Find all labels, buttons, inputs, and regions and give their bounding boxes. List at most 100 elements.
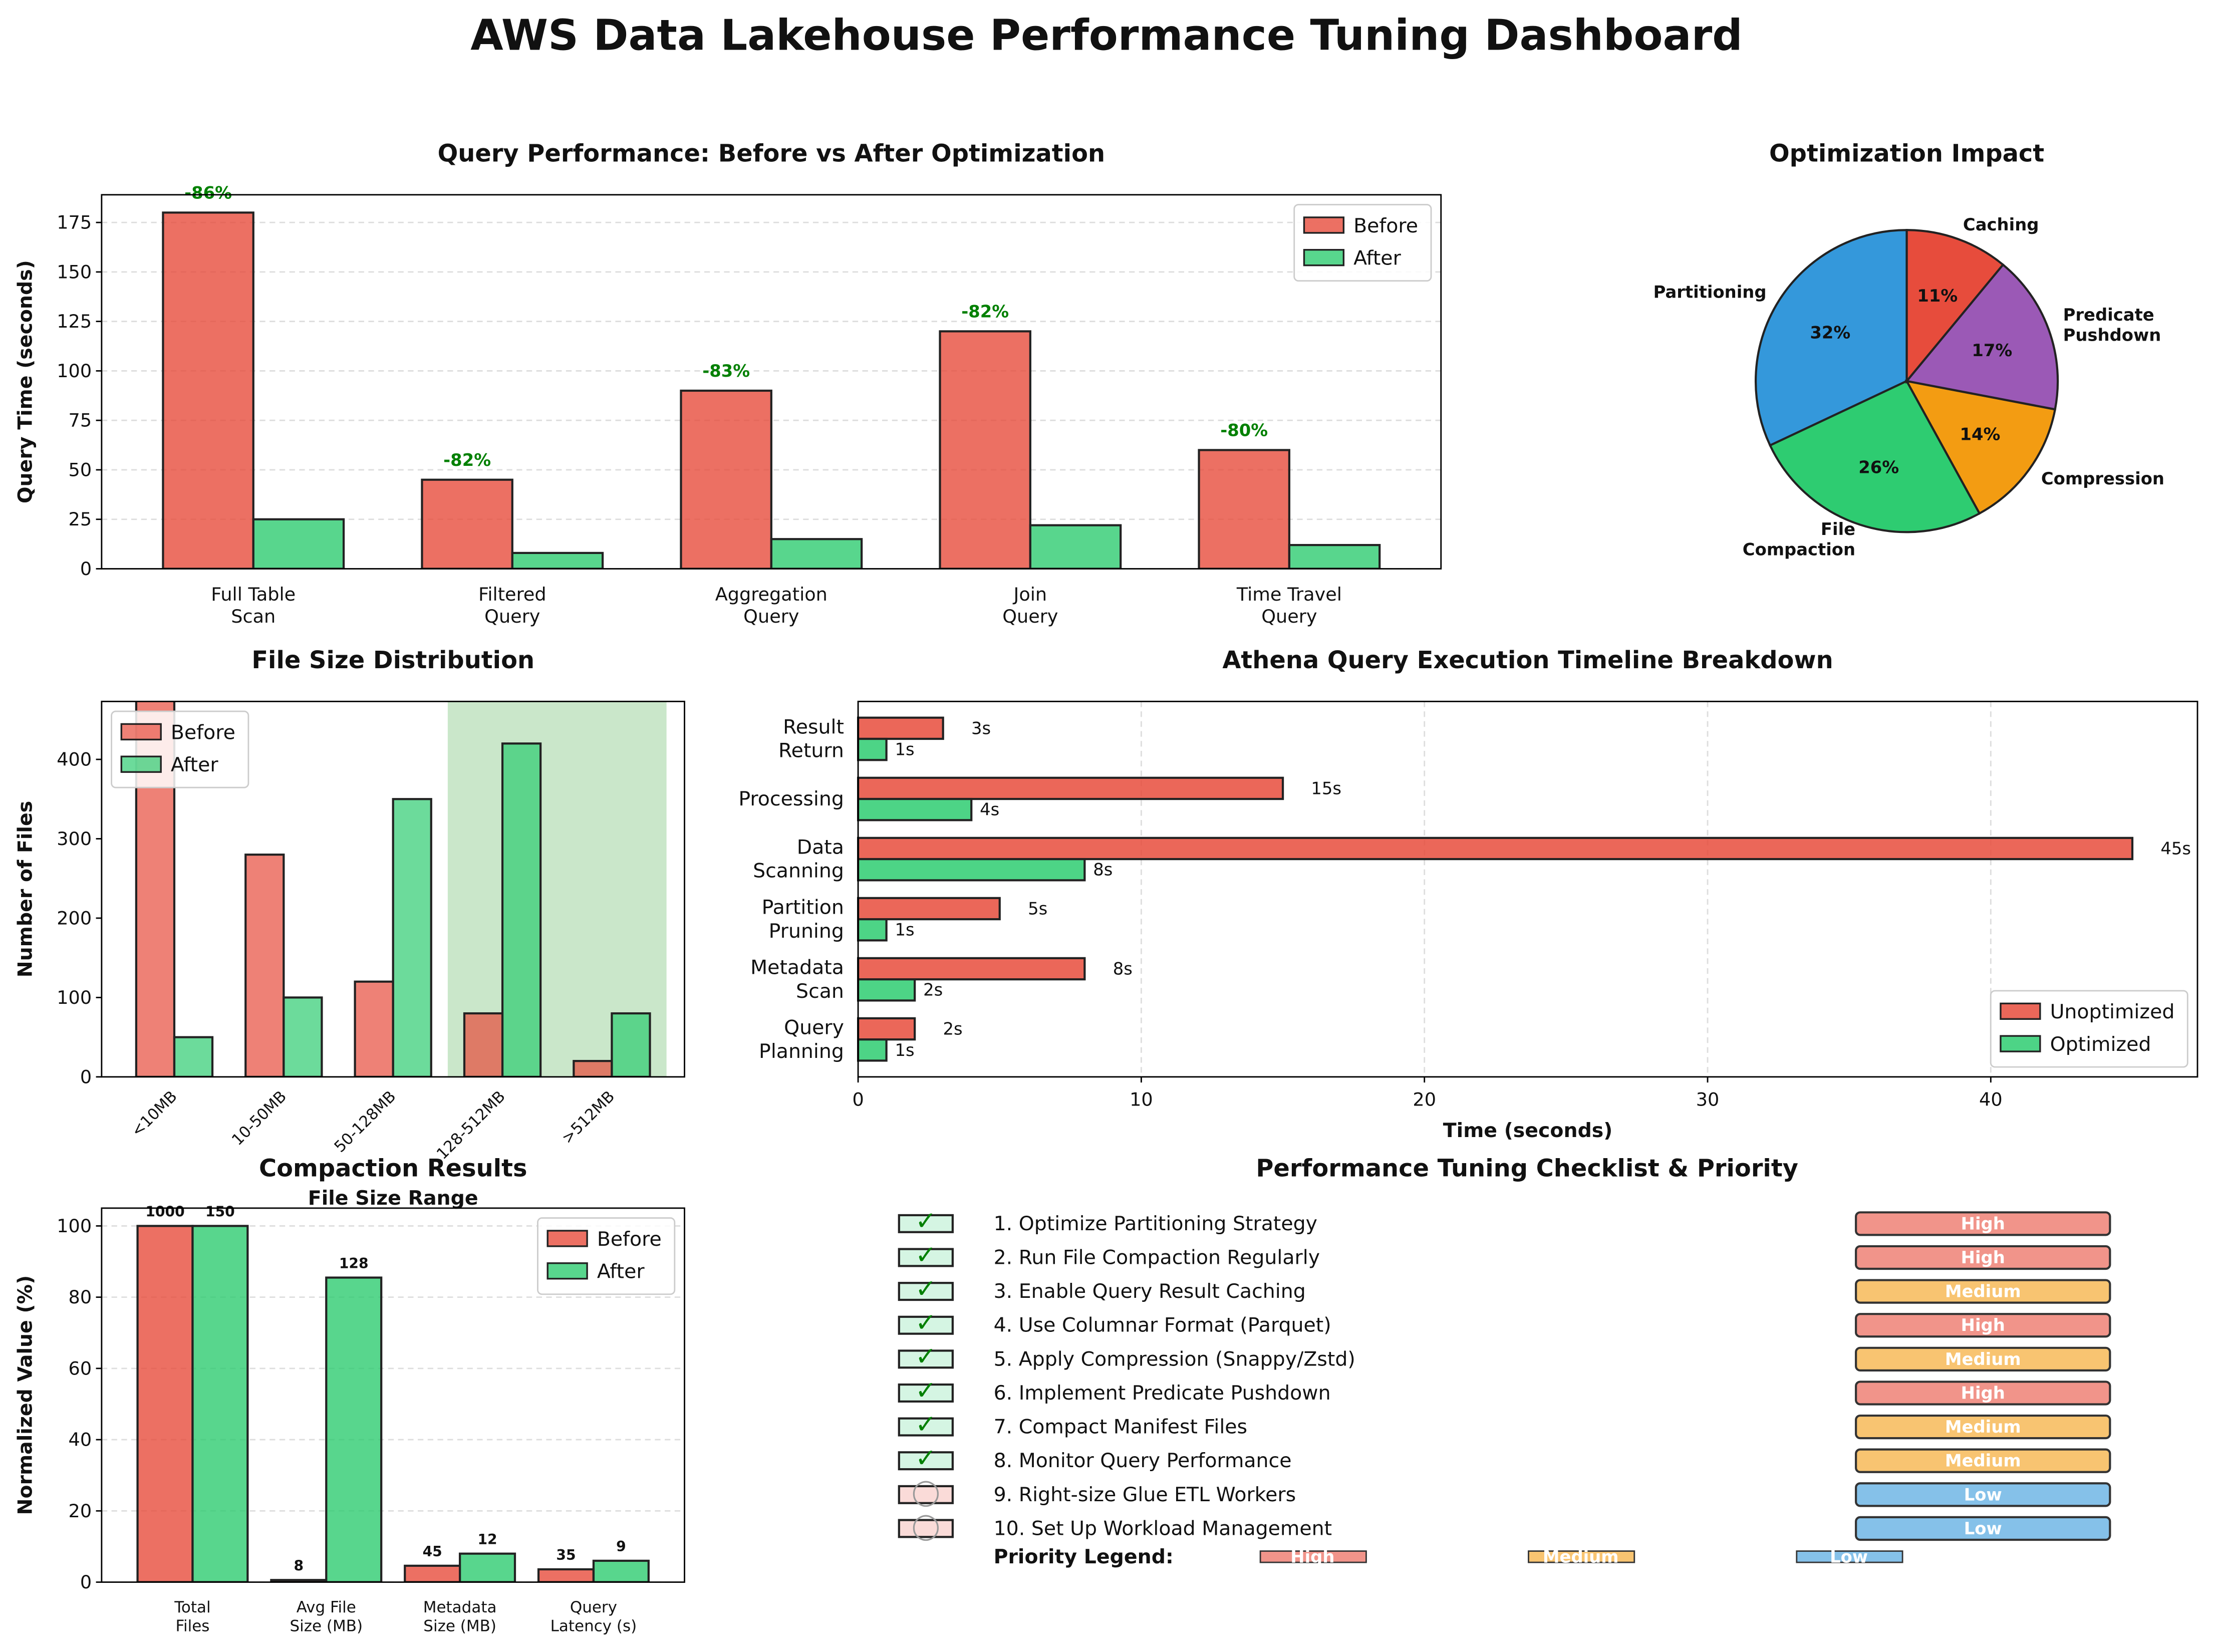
priority-label: High: [1961, 1214, 2005, 1233]
priority-badge: [1855, 1313, 2111, 1338]
legend-swatch: [1303, 249, 1345, 266]
check-mark: ◯: [912, 1511, 940, 1541]
slice-value: 32%: [1810, 323, 1850, 342]
x-tick-label: Join Query: [1002, 584, 1058, 627]
value-label: 3s: [971, 718, 991, 738]
bar-annotation: 150: [205, 1204, 235, 1220]
priority-badge: [1855, 1279, 2111, 1304]
bar-annotation: 12: [477, 1531, 497, 1548]
checklist-item: 5. Apply Compression (Snappy/Zstd): [994, 1347, 1355, 1370]
bar-annotation: 1000: [145, 1204, 184, 1220]
legend-label: Before: [597, 1228, 662, 1251]
bar: [857, 1038, 888, 1062]
legend-label: After: [597, 1260, 645, 1283]
priority-label: High: [1961, 1248, 2005, 1267]
value-label: 2s: [943, 1019, 963, 1039]
legend-label: Before: [1353, 214, 1418, 237]
legend-label: Before: [171, 721, 235, 744]
priority-badge: [1855, 1211, 2111, 1236]
dashboard-title: AWS Data Lakehouse Performance Tuning Da…: [470, 11, 1743, 60]
x-tick-label: 20: [1413, 1088, 1436, 1110]
bar-annotation: 35: [556, 1547, 576, 1563]
checklist-item: 2. Run File Compaction Regularly: [994, 1246, 1320, 1269]
bar: [1198, 449, 1290, 569]
x-axis-label: File Size Range: [308, 1187, 478, 1210]
bar: [939, 330, 1031, 569]
y-tick-label: Result Return: [778, 715, 844, 762]
x-tick-label: 40: [1979, 1088, 2003, 1110]
bar: [404, 1564, 461, 1582]
priority-label: Low: [1964, 1485, 2002, 1504]
slice-label: Predicate Pushdown: [2063, 305, 2161, 345]
legend-swatch: [120, 723, 162, 741]
bar: [1029, 524, 1122, 569]
pie-slice: [1904, 263, 2059, 411]
value-label: 1s: [895, 740, 915, 759]
pie-slice: [1904, 379, 2057, 515]
y-axis-label: Normalized Value (%): [14, 1275, 37, 1515]
check-mark: ✓: [915, 1240, 936, 1269]
chart-title: Athena Query Execution Timeline Breakdow…: [1222, 647, 1833, 674]
bar: [392, 798, 432, 1077]
plot-frame: [101, 1207, 685, 1583]
bar: [857, 737, 888, 761]
legend-label: Medium: [1543, 1547, 1619, 1566]
plot-frame: [101, 194, 1442, 570]
y-tick-label: Metadata Scan: [750, 956, 844, 1002]
slice-value: 26%: [1858, 457, 1899, 477]
priority-badge: [1855, 1482, 2111, 1507]
change-annotation: -82%: [961, 302, 1009, 321]
bar: [611, 1012, 651, 1077]
check-mark: ✓: [915, 1206, 936, 1236]
checkbox: [898, 1417, 954, 1437]
bar: [857, 858, 1086, 882]
slice-value: 17%: [1972, 341, 2012, 360]
bar: [463, 1012, 504, 1077]
x-tick-label: Metadata Size (MB): [423, 1598, 497, 1635]
y-tick-label: 75: [69, 410, 92, 431]
x-tick-label: Aggregation Query: [715, 584, 827, 627]
chart-title: Compaction Results: [259, 1155, 527, 1182]
change-annotation: -80%: [1220, 421, 1268, 440]
legend-swatch: [2000, 1002, 2041, 1020]
priority-label: Medium: [1945, 1349, 2021, 1369]
bar: [537, 1568, 595, 1582]
priority-badge: [1855, 1448, 2111, 1473]
legend-label: Low: [1830, 1547, 1868, 1566]
y-tick-label: 150: [57, 261, 92, 283]
y-tick-label: Data Scanning: [753, 836, 844, 882]
slice-label: File Compaction: [1743, 519, 1855, 559]
y-tick-label: 0: [80, 558, 92, 580]
check-mark: ✓: [915, 1375, 936, 1405]
bar: [511, 552, 604, 569]
legend-swatch: [1528, 1550, 1635, 1563]
legend-swatch: [120, 755, 162, 773]
value-label: 1s: [895, 920, 915, 940]
check-mark: ◯: [912, 1477, 940, 1507]
x-tick-label: 10: [1130, 1088, 1153, 1110]
value-label: 15s: [1311, 778, 1341, 798]
y-tick-label: 0: [80, 1571, 92, 1593]
checklist-item: 4. Use Columnar Format (Parquet): [994, 1314, 1331, 1337]
value-label: 8s: [1113, 959, 1133, 979]
plot-frame: [101, 700, 685, 1078]
bar: [573, 1060, 613, 1077]
legend-label: Unoptimized: [2050, 1000, 2175, 1023]
bar: [283, 996, 323, 1077]
change-annotation: -83%: [702, 361, 750, 381]
bar: [1288, 543, 1381, 569]
bar: [680, 389, 772, 569]
priority-label: Medium: [1945, 1417, 2021, 1437]
value-label: 8s: [1093, 860, 1113, 880]
checkbox: [898, 1485, 954, 1504]
y-tick-label: 200: [57, 907, 92, 929]
priority-badge: [1855, 1414, 2111, 1440]
bar: [325, 1276, 383, 1582]
x-tick-label: 10-50MB: [228, 1087, 290, 1149]
bar: [244, 854, 285, 1077]
y-tick-label: 125: [57, 311, 92, 332]
y-tick-label: Processing: [738, 787, 844, 810]
checklist-item: 3. Enable Query Result Caching: [994, 1280, 1306, 1303]
x-tick-label: >512MB: [559, 1087, 619, 1148]
